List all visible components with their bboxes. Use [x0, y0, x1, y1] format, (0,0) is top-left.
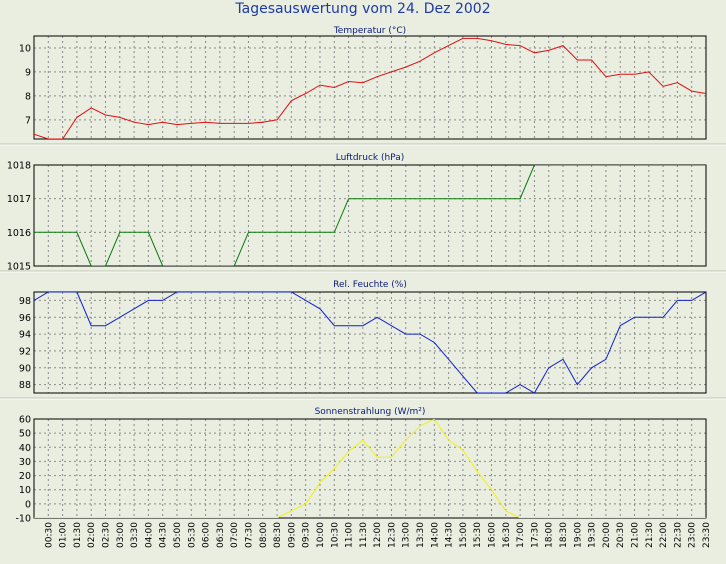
y-tick-label: 98 — [19, 296, 31, 307]
chart-panel-temperature: 7 8 9 10 Temperatur (°C) — [0, 26, 726, 146]
y-tick-label: 92 — [19, 346, 31, 357]
y-tick-label: 88 — [19, 380, 31, 391]
x-tick-label: 12:30 — [387, 522, 397, 548]
y-tick-label: 96 — [19, 313, 31, 324]
x-tick-label: 02:00 — [87, 522, 97, 548]
series-line-radiation — [34, 419, 706, 518]
x-tick-label: 15:30 — [473, 522, 483, 548]
y-tick-label: 1018 — [7, 161, 31, 172]
y-tick-label: 50 — [19, 429, 31, 440]
x-tick-label: 17:00 — [516, 522, 526, 548]
x-tick-label: 05:00 — [173, 522, 183, 548]
series-line-humidity — [34, 292, 706, 393]
x-tick-label: 19:30 — [588, 522, 598, 548]
x-tick-label: 00:30 — [44, 522, 54, 548]
x-tick-label: 04:30 — [159, 522, 169, 548]
x-axis-labels: 00:30 01:00 01:30 02:00 02:30 03:00 03:30 04:00… — [44, 522, 712, 548]
x-tick-label: 03:30 — [130, 522, 140, 548]
x-tick-label: 01:30 — [73, 522, 83, 548]
x-tick-label: 06:30 — [216, 522, 226, 548]
x-tick-label: 18:30 — [559, 522, 569, 548]
y-tick-label: 7 — [25, 115, 31, 126]
chart-panel-pressure: 1015 1016 1017 1018 Luftdruck (hPa) — [0, 153, 726, 273]
x-tick-label: 14:00 — [430, 522, 440, 548]
x-tick-label: 23:30 — [702, 522, 712, 548]
y-tick-label: 9 — [25, 67, 31, 78]
x-tick-label: 13:00 — [402, 522, 412, 548]
y-tick-label: 30 — [19, 457, 31, 468]
x-tick-label: 11:00 — [345, 522, 355, 548]
x-tick-label: 16:00 — [488, 522, 498, 548]
y-tick-label: 8 — [25, 91, 31, 102]
x-tick-label: 16:30 — [502, 522, 512, 548]
x-tick-label: 17:30 — [530, 522, 540, 548]
plot-frame — [33, 291, 707, 394]
x-tick-label: 01:00 — [59, 522, 69, 548]
x-tick-label: 19:00 — [573, 522, 583, 548]
x-tick-label: 04:00 — [144, 522, 154, 548]
x-tick-label: 08:00 — [259, 522, 269, 548]
y-tick-label: 94 — [19, 330, 31, 341]
x-tick-label: 14:30 — [445, 522, 455, 548]
y-tick-label: -10 — [15, 514, 31, 525]
x-tick-label: 09:30 — [302, 522, 312, 548]
y-tick-label: 90 — [19, 363, 31, 374]
x-tick-label: 13:30 — [416, 522, 426, 548]
x-tick-label: 06:00 — [202, 522, 212, 548]
y-tick-label: 0 — [25, 499, 31, 510]
x-tick-label: 07:30 — [245, 522, 255, 548]
x-tick-label: 18:00 — [545, 522, 555, 548]
y-tick-label: 60 — [19, 415, 31, 426]
x-tick-label: 08:30 — [273, 522, 283, 548]
x-tick-label: 22:30 — [673, 522, 683, 548]
x-tick-label: 15:00 — [459, 522, 469, 548]
x-tick-label: 02:30 — [102, 522, 112, 548]
x-tick-label: 03:00 — [116, 522, 126, 548]
y-tick-label: 10 — [19, 43, 31, 54]
x-tick-label: 11:30 — [359, 522, 369, 548]
x-tick-label: 21:30 — [645, 522, 655, 548]
y-tick-label: 1015 — [7, 262, 31, 273]
chart-panel-radiation: -10 0 10 20 30 40 50 60 Sonnenstrahlung (W/m²) — [15, 407, 707, 525]
series-line-pressure — [34, 165, 706, 266]
x-tick-label: 09:00 — [287, 522, 297, 548]
x-tick-label: 05:30 — [187, 522, 197, 548]
plot-frame — [33, 164, 707, 267]
x-tick-label: 20:00 — [602, 522, 612, 548]
x-tick-label: 10:30 — [330, 522, 340, 548]
y-tick-label: 1017 — [7, 194, 31, 205]
series-line-temperature — [34, 37, 706, 139]
x-tick-label: 21:00 — [631, 522, 641, 548]
y-tick-label: 20 — [19, 471, 31, 482]
x-tick-label: 07:00 — [230, 522, 240, 548]
chart-title: Rel. Feuchte (%) — [333, 280, 407, 290]
x-tick-label: 23:00 — [688, 522, 698, 548]
x-tick-label: 10:00 — [316, 522, 326, 548]
chart-title: Luftdruck (hPa) — [336, 153, 405, 163]
chart-title: Sonnenstrahlung (W/m²) — [315, 407, 426, 417]
plot-frame — [33, 35, 707, 140]
x-tick-label: 12:00 — [373, 522, 383, 548]
plot-frame — [33, 418, 707, 519]
x-tick-label: 20:30 — [616, 522, 626, 548]
y-tick-label: 40 — [19, 443, 31, 454]
y-tick-label: 1016 — [7, 228, 31, 239]
x-tick-label: 22:00 — [659, 522, 669, 548]
page-title: Tagesauswertung vom 24. Dez 2002 — [235, 1, 491, 17]
chart-panel-humidity: 88 90 92 94 96 98 Rel. Feuchte (%) — [0, 280, 726, 400]
y-tick-label: 10 — [19, 485, 31, 496]
chart-title: Temperatur (°C) — [333, 26, 406, 36]
